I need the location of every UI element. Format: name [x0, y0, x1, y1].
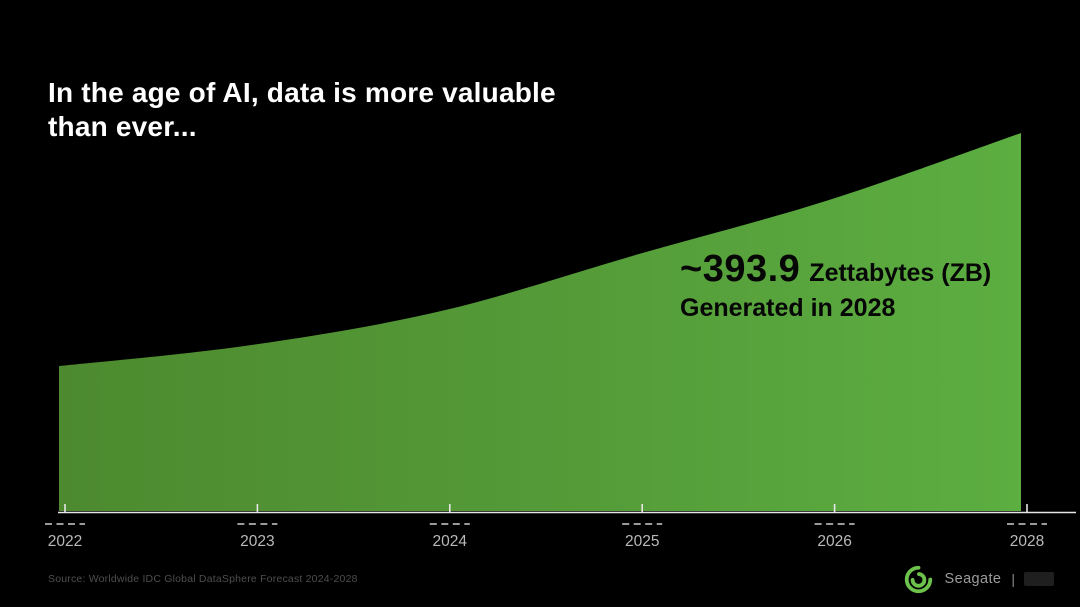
data-annotation: ~393.9 Zettabytes (ZB) Generated in 2028 [680, 248, 991, 323]
annotation-unit: Zettabytes (ZB) [809, 259, 992, 287]
x-tick-label: 2026 [817, 533, 851, 550]
x-tick-label: 2028 [1010, 533, 1044, 550]
slide-title: In the age of AI, data is more valuable … [48, 76, 556, 144]
annotation-line2: Generated in 2028 [680, 294, 896, 322]
annotation-line1: ~393.9 Zettabytes (ZB) [680, 248, 991, 291]
data-area [59, 133, 1021, 511]
x-tick-label: 2024 [433, 533, 468, 550]
brand-footer: Seagate | [904, 563, 1054, 595]
x-tick-label: 2025 [625, 533, 659, 550]
seagate-swirl-icon [904, 565, 932, 593]
slide-title-line2: than ever... [48, 111, 197, 142]
source-note: Source: Worldwide IDC Global DataSphere … [48, 573, 358, 585]
x-tick-label: 2022 [48, 533, 82, 550]
partner-logo-mark [1024, 572, 1054, 586]
brand-separator: | [1011, 571, 1015, 587]
slide-title-line1: In the age of AI, data is more valuable [48, 77, 556, 108]
x-tick-label: 2023 [240, 533, 274, 550]
brand-name: Seagate [944, 571, 1002, 587]
annotation-value: ~393.9 [680, 248, 801, 290]
